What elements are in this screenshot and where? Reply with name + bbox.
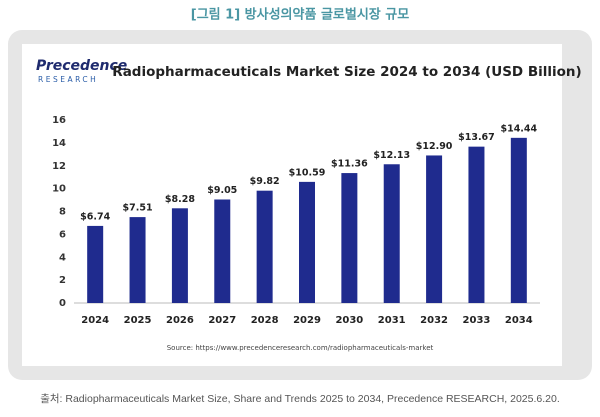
x-tick-label: 2025 (124, 315, 152, 326)
bar (383, 164, 400, 303)
caption: 출처: Radiopharmaceuticals Market Size, Sh… (40, 393, 560, 405)
x-tick-label: 2024 (81, 315, 109, 326)
figure-title: [그림 1] 방사성의약품 글로벌시장 규모 (191, 7, 409, 23)
bar (426, 155, 443, 303)
value-label: $9.05 (207, 185, 237, 196)
x-tick-label: 2030 (335, 315, 363, 326)
y-tick-label: 6 (59, 229, 66, 240)
x-tick-label: 2032 (420, 315, 448, 326)
value-label: $10.59 (289, 167, 326, 178)
bar (171, 208, 188, 303)
value-label: $9.82 (250, 176, 280, 187)
value-label: $14.44 (500, 123, 537, 134)
chart-title: Radiopharmaceuticals Market Size 2024 to… (112, 64, 581, 80)
value-label: $11.36 (331, 159, 368, 170)
x-tick-label: 2033 (463, 315, 491, 326)
x-tick-label: 2031 (378, 315, 406, 326)
chart-source: Source: https://www.precedenceresearch.c… (167, 344, 434, 352)
bar (87, 225, 104, 303)
bar (341, 173, 358, 303)
value-label: $12.90 (416, 141, 453, 152)
x-tick-label: 2027 (208, 315, 236, 326)
bar (510, 137, 527, 303)
value-label: $8.28 (165, 194, 195, 205)
logo-sub: RESEARCH (38, 75, 98, 84)
x-tick-label: 2028 (251, 315, 279, 326)
bar (256, 190, 273, 303)
y-tick-label: 16 (52, 115, 66, 126)
value-label: $7.51 (123, 203, 153, 214)
bar (129, 217, 146, 303)
y-tick-label: 4 (59, 252, 66, 263)
x-tick-label: 2029 (293, 315, 321, 326)
bar (214, 199, 231, 303)
bar (299, 181, 315, 303)
y-tick-label: 0 (59, 298, 66, 309)
y-tick-label: 2 (59, 275, 66, 286)
y-tick-label: 10 (52, 184, 66, 195)
y-tick-label: 14 (52, 138, 66, 149)
value-label: $6.74 (80, 211, 110, 222)
value-label: $12.13 (373, 150, 410, 161)
value-label: $13.67 (458, 132, 495, 143)
y-tick-label: 12 (52, 161, 66, 172)
logo-name: Precedence (36, 58, 127, 74)
x-tick-label: 2034 (505, 315, 533, 326)
x-tick-label: 2026 (166, 315, 194, 326)
y-tick-label: 8 (59, 207, 66, 218)
bar (468, 146, 485, 303)
